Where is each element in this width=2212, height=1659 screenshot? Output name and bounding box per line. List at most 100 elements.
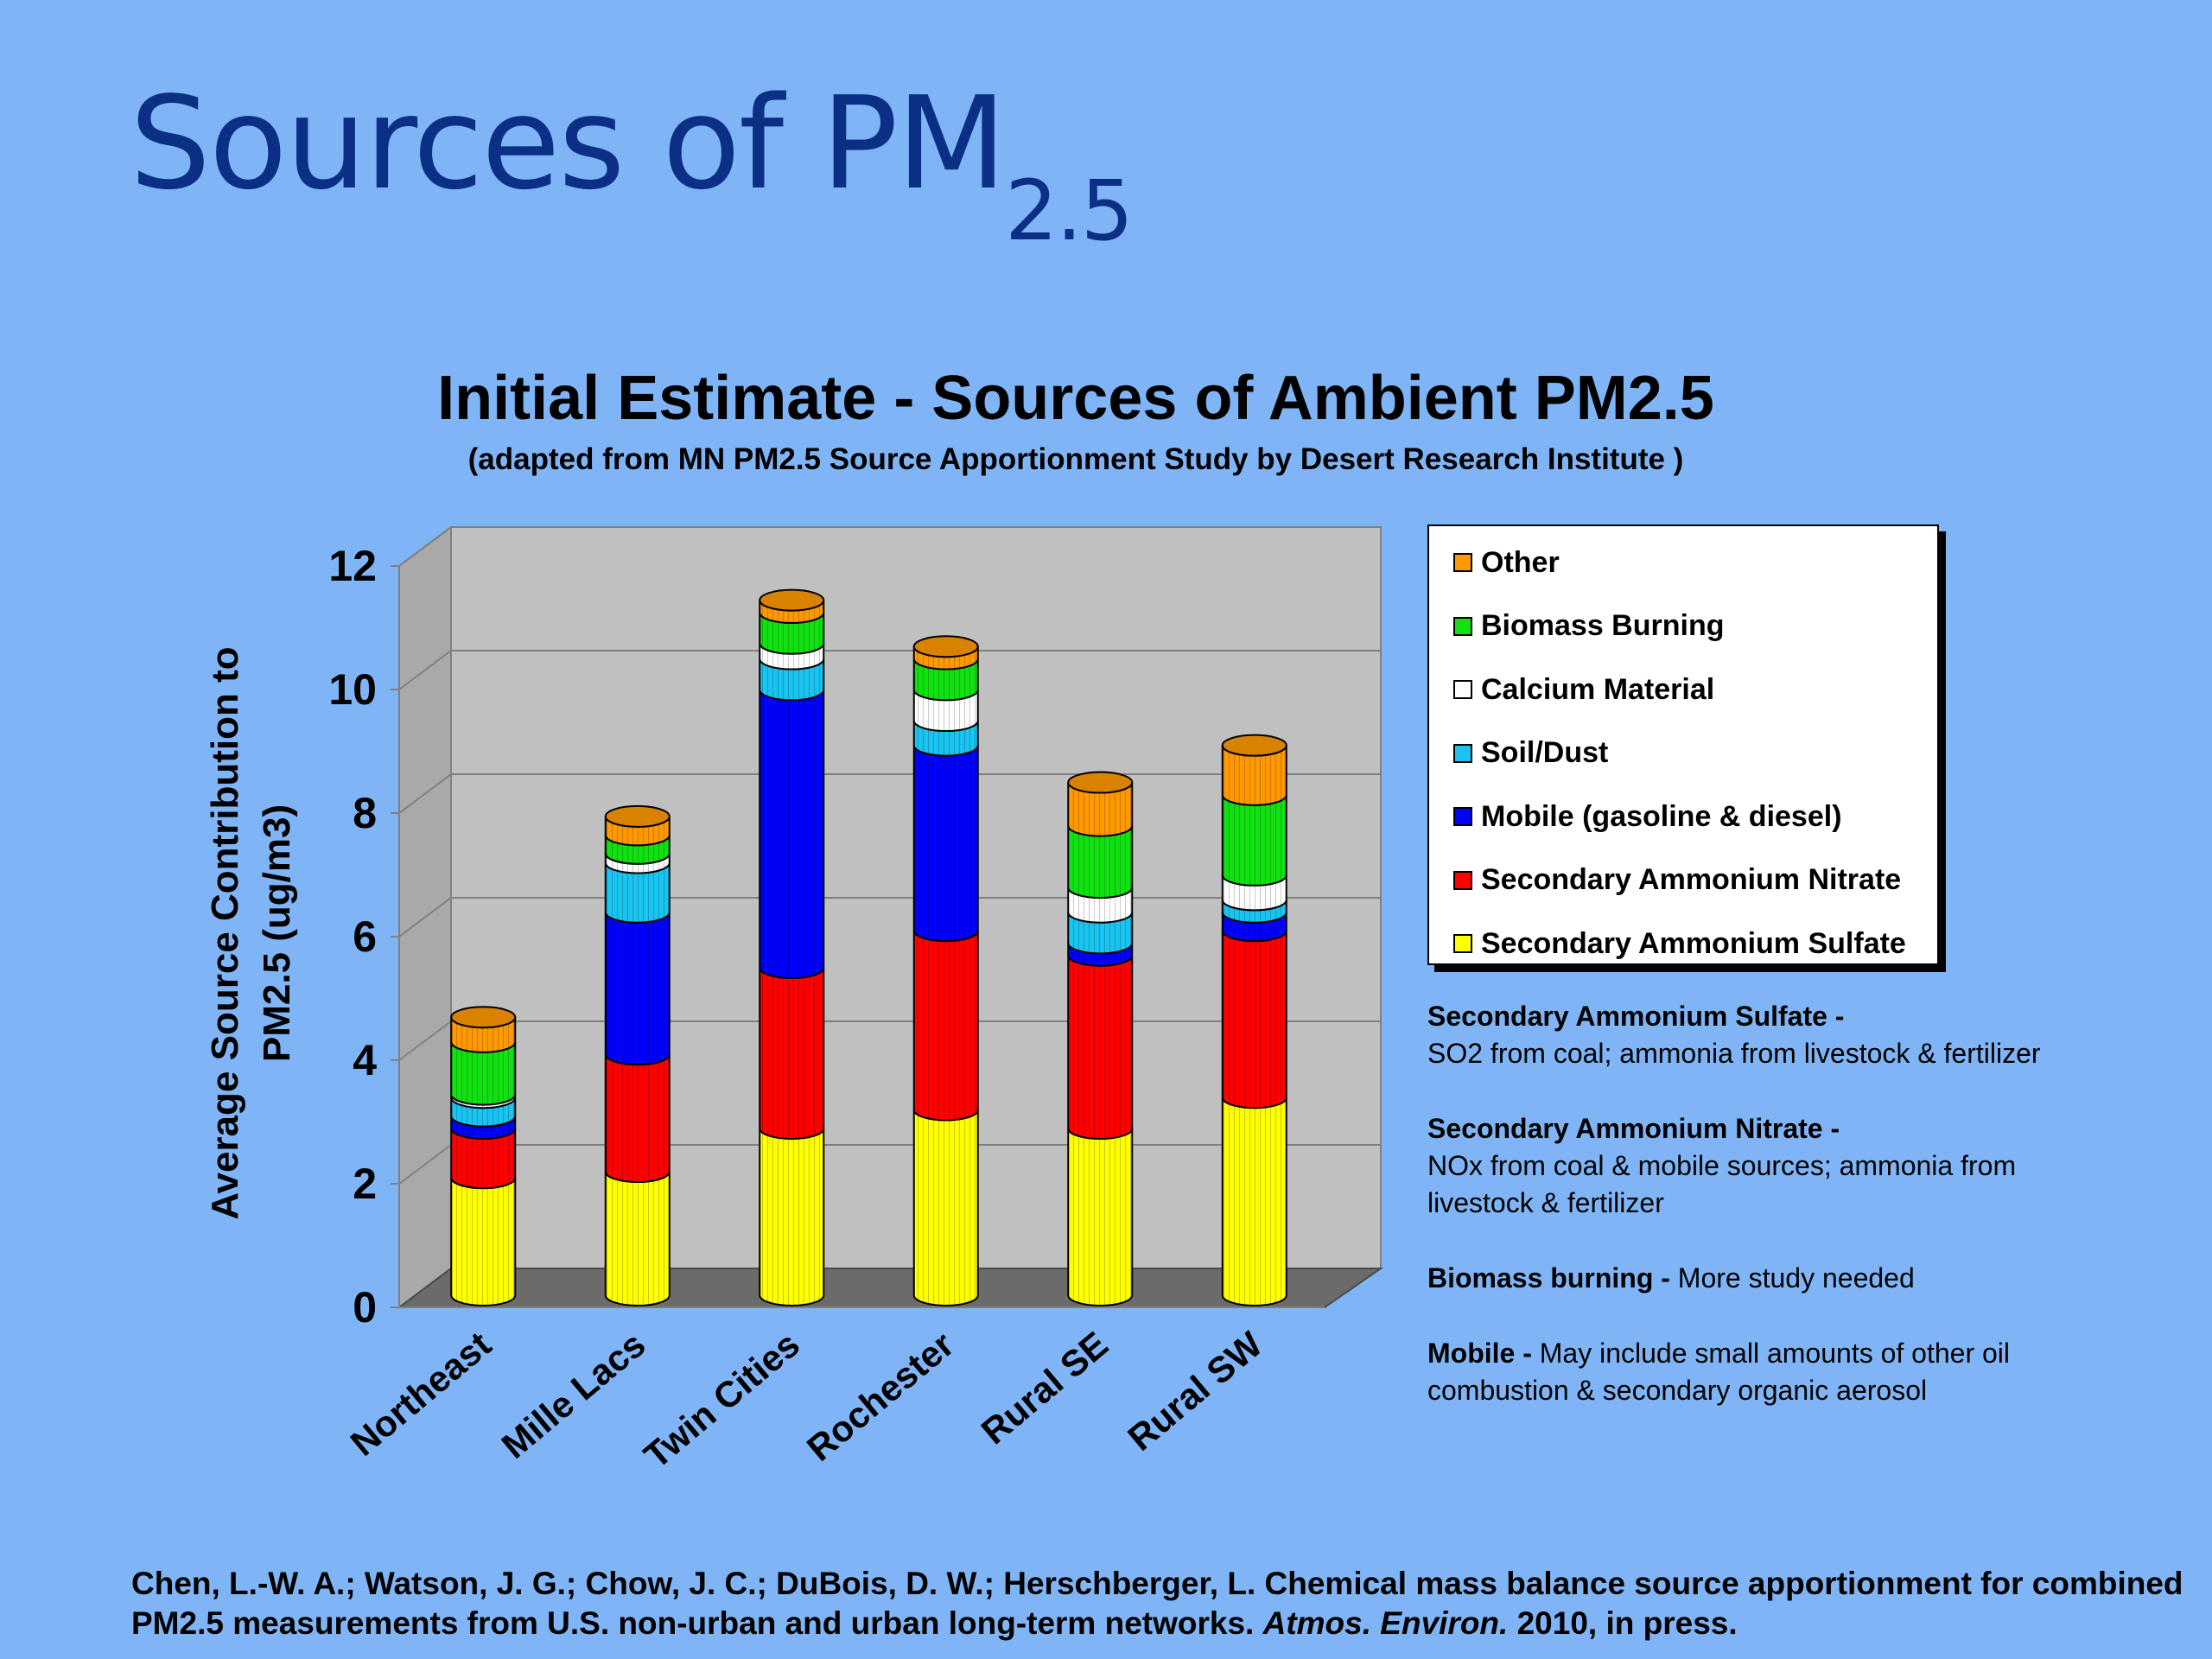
chart-subtitle: (adapted from MN PM2.5 Source Apportionm… [467, 442, 1684, 476]
y-tick-label: 8 [353, 789, 377, 837]
note-heading: Secondary Ammonium Sulfate - [1427, 1001, 1845, 1032]
bar-segment-texture [1068, 782, 1133, 836]
bar-top-cap [604, 804, 671, 828]
y-tick-label: 4 [353, 1036, 377, 1084]
gridline [398, 650, 1381, 690]
bar-segment-texture [760, 690, 824, 979]
bar-segment-texture [451, 1041, 516, 1105]
x-category-label: Northeast [343, 1324, 499, 1464]
bar-segment-texture [760, 643, 824, 670]
bar-segment-texture [1068, 912, 1133, 954]
bar-segment-texture [605, 853, 670, 874]
bar-segment-texture [605, 862, 670, 923]
x-category-label: Rochester [799, 1324, 962, 1469]
bar-stack-rochester [912, 635, 979, 1306]
legend-item: Mobile (gasoline & diesel) [1453, 799, 1842, 834]
note-sulfate: Secondary Ammonium Sulfate - SO2 from coa… [1427, 998, 2119, 1072]
bar-top-cap [759, 588, 825, 612]
slide-title-subscript: 2.5 [1005, 162, 1134, 259]
bar-segment-texture [1222, 745, 1287, 805]
bar-stack-rural-sw [1221, 734, 1287, 1306]
bar-segment-texture [760, 1128, 824, 1306]
x-category-label: Rural SW [1120, 1324, 1269, 1459]
bar-stack-rural-se [1067, 771, 1134, 1306]
legend-swatch [1453, 553, 1472, 572]
legend-item: Secondary Ammonium Sulfate [1453, 926, 1906, 961]
legend-swatch [1453, 680, 1472, 699]
bar-segment-texture [760, 968, 824, 1139]
note-nitrate: Secondary Ammonium Nitrate - NOx from coa… [1427, 1110, 2119, 1222]
bar-segment-texture [605, 1054, 670, 1182]
note-heading: Mobile - [1427, 1338, 1532, 1369]
bar-segment-texture [451, 1097, 516, 1127]
y-tick-label: 12 [328, 542, 377, 590]
bar-segment-texture [1222, 1097, 1287, 1306]
bar-segment-texture [1068, 943, 1133, 966]
note-mobile: Mobile - May include small amounts of ot… [1427, 1335, 2119, 1409]
bar-segment-texture [913, 646, 978, 670]
bar-segment-texture [1222, 931, 1287, 1109]
bar-top-cap [1067, 771, 1134, 794]
legend-swatch [1453, 743, 1472, 763]
bar-segment-texture [605, 1172, 670, 1306]
x-category-label: Twin Cities [636, 1324, 807, 1477]
bar-segment-texture [451, 1116, 516, 1139]
bar-segment-texture [913, 1109, 978, 1306]
bar-segment-texture [1068, 887, 1133, 923]
citation-text: Chen, L.-W. A.; Watson, J. G.; Chow, J. … [131, 1566, 2183, 1641]
note-heading: Biomass burning - [1427, 1262, 1670, 1294]
bar-segment-texture [760, 658, 824, 701]
y-axis-title-line2: PM2.5 (ug/m3) [256, 804, 298, 1062]
bar-segment-texture [1222, 899, 1287, 923]
source-notes: Secondary Ammonium Sulfate - SO2 from coa… [1427, 998, 2119, 1447]
citation: Chen, L.-W. A.; Watson, J. G.; Chow, J. … [131, 1564, 2188, 1643]
legend-swatch [1453, 934, 1472, 953]
bar-segment-texture [605, 835, 670, 864]
legend-label: Mobile (gasoline & diesel) [1481, 799, 1842, 833]
y-tick-label: 6 [353, 912, 377, 961]
bar-top-cap [450, 1006, 517, 1029]
bar-segment-texture [1068, 825, 1133, 899]
legend-item: Secondary Ammonium Nitrate [1453, 863, 1901, 898]
bar-top-cap [1221, 734, 1287, 757]
bar-segment-texture [760, 600, 824, 623]
legend-label: Secondary Ammonium Nitrate [1481, 863, 1902, 896]
bar-segment-texture [913, 745, 978, 942]
bar-stack-northeast [450, 1006, 517, 1306]
bar-segment-texture [1068, 1128, 1133, 1306]
bar-stack-twin-cities [759, 588, 825, 1306]
note-text: SO2 from coal; ammonia from livestock & … [1427, 1038, 2041, 1069]
y-tick-label: 0 [353, 1283, 377, 1332]
legend-label: Other [1481, 545, 1560, 579]
bar-segment-texture [451, 1178, 516, 1306]
note-text: More study needed [1677, 1262, 1915, 1294]
note-biomass: Biomass burning - More study needed [1427, 1260, 2119, 1297]
legend-swatch [1453, 870, 1472, 890]
note-heading: Secondary Ammonium Nitrate - [1427, 1113, 1840, 1144]
legend-label: Secondary Ammonium Sulfate [1481, 926, 1906, 960]
note-text: May include small amounts of other oil c… [1427, 1338, 2011, 1406]
bar-segment-texture [1222, 874, 1287, 911]
bar-segment-texture [760, 612, 824, 654]
bar-segment-texture [1068, 955, 1133, 1139]
legend-item: Biomass Burning [1453, 609, 1724, 644]
bar-segment-texture [451, 1017, 516, 1052]
bar-segment-texture [913, 658, 978, 701]
chart-title: Initial Estimate - Sources of Ambient PM… [437, 364, 1714, 433]
legend-item: Other [1453, 545, 1560, 580]
bar-segment-texture [913, 721, 978, 756]
legend-item: Calcium Material [1453, 672, 1714, 707]
chart-legend: Other Biomass Burning Calcium Material Soil… [1427, 524, 1939, 965]
y-axis-title: Average Source Contribution to PM2.5 (ug/… [204, 646, 298, 1219]
bar-stack-mille-lacs [604, 804, 671, 1306]
y-tick-labels: 0 2 4 6 8 10 12 [328, 542, 399, 1332]
bars [450, 588, 1287, 1306]
citation-year: 2010, in press. [1516, 1605, 1738, 1641]
y-tick-label: 2 [353, 1160, 377, 1208]
bar-segment-texture [451, 1128, 516, 1189]
legend-swatch [1453, 616, 1472, 636]
bar-segment-texture [605, 816, 670, 846]
slide-title-main: Sources of PM [130, 69, 1007, 218]
legend-label: Calcium Material [1481, 672, 1715, 706]
